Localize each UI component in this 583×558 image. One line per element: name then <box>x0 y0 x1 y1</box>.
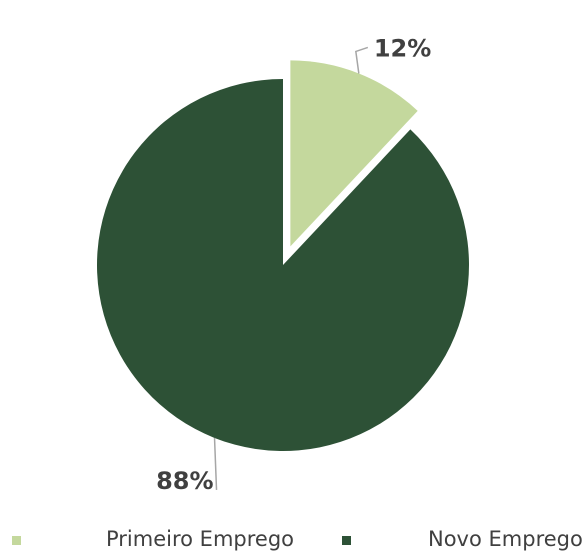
legend-item-primeiro-emprego: Primeiro Emprego <box>0 527 300 551</box>
pie-slice-primeiro-emprego <box>290 60 418 247</box>
legend-swatch-primeiro-emprego <box>12 536 21 545</box>
pie-slice-novo-emprego <box>97 79 470 452</box>
legend-label-primeiro-emprego: Primeiro Emprego <box>106 527 294 551</box>
leader-line-novo-emprego <box>213 437 218 490</box>
data-label-primeiro-emprego: 12% <box>374 34 431 62</box>
chart-legend: Primeiro Emprego Novo Emprego <box>0 524 583 553</box>
leader-line-primeiro-emprego <box>355 46 369 74</box>
legend-label-novo-emprego: Novo Emprego <box>428 527 583 551</box>
legend-swatch-novo-emprego <box>342 536 351 545</box>
data-label-novo-emprego: 88% <box>156 467 213 495</box>
legend-item-novo-emprego: Novo Emprego <box>300 527 583 551</box>
